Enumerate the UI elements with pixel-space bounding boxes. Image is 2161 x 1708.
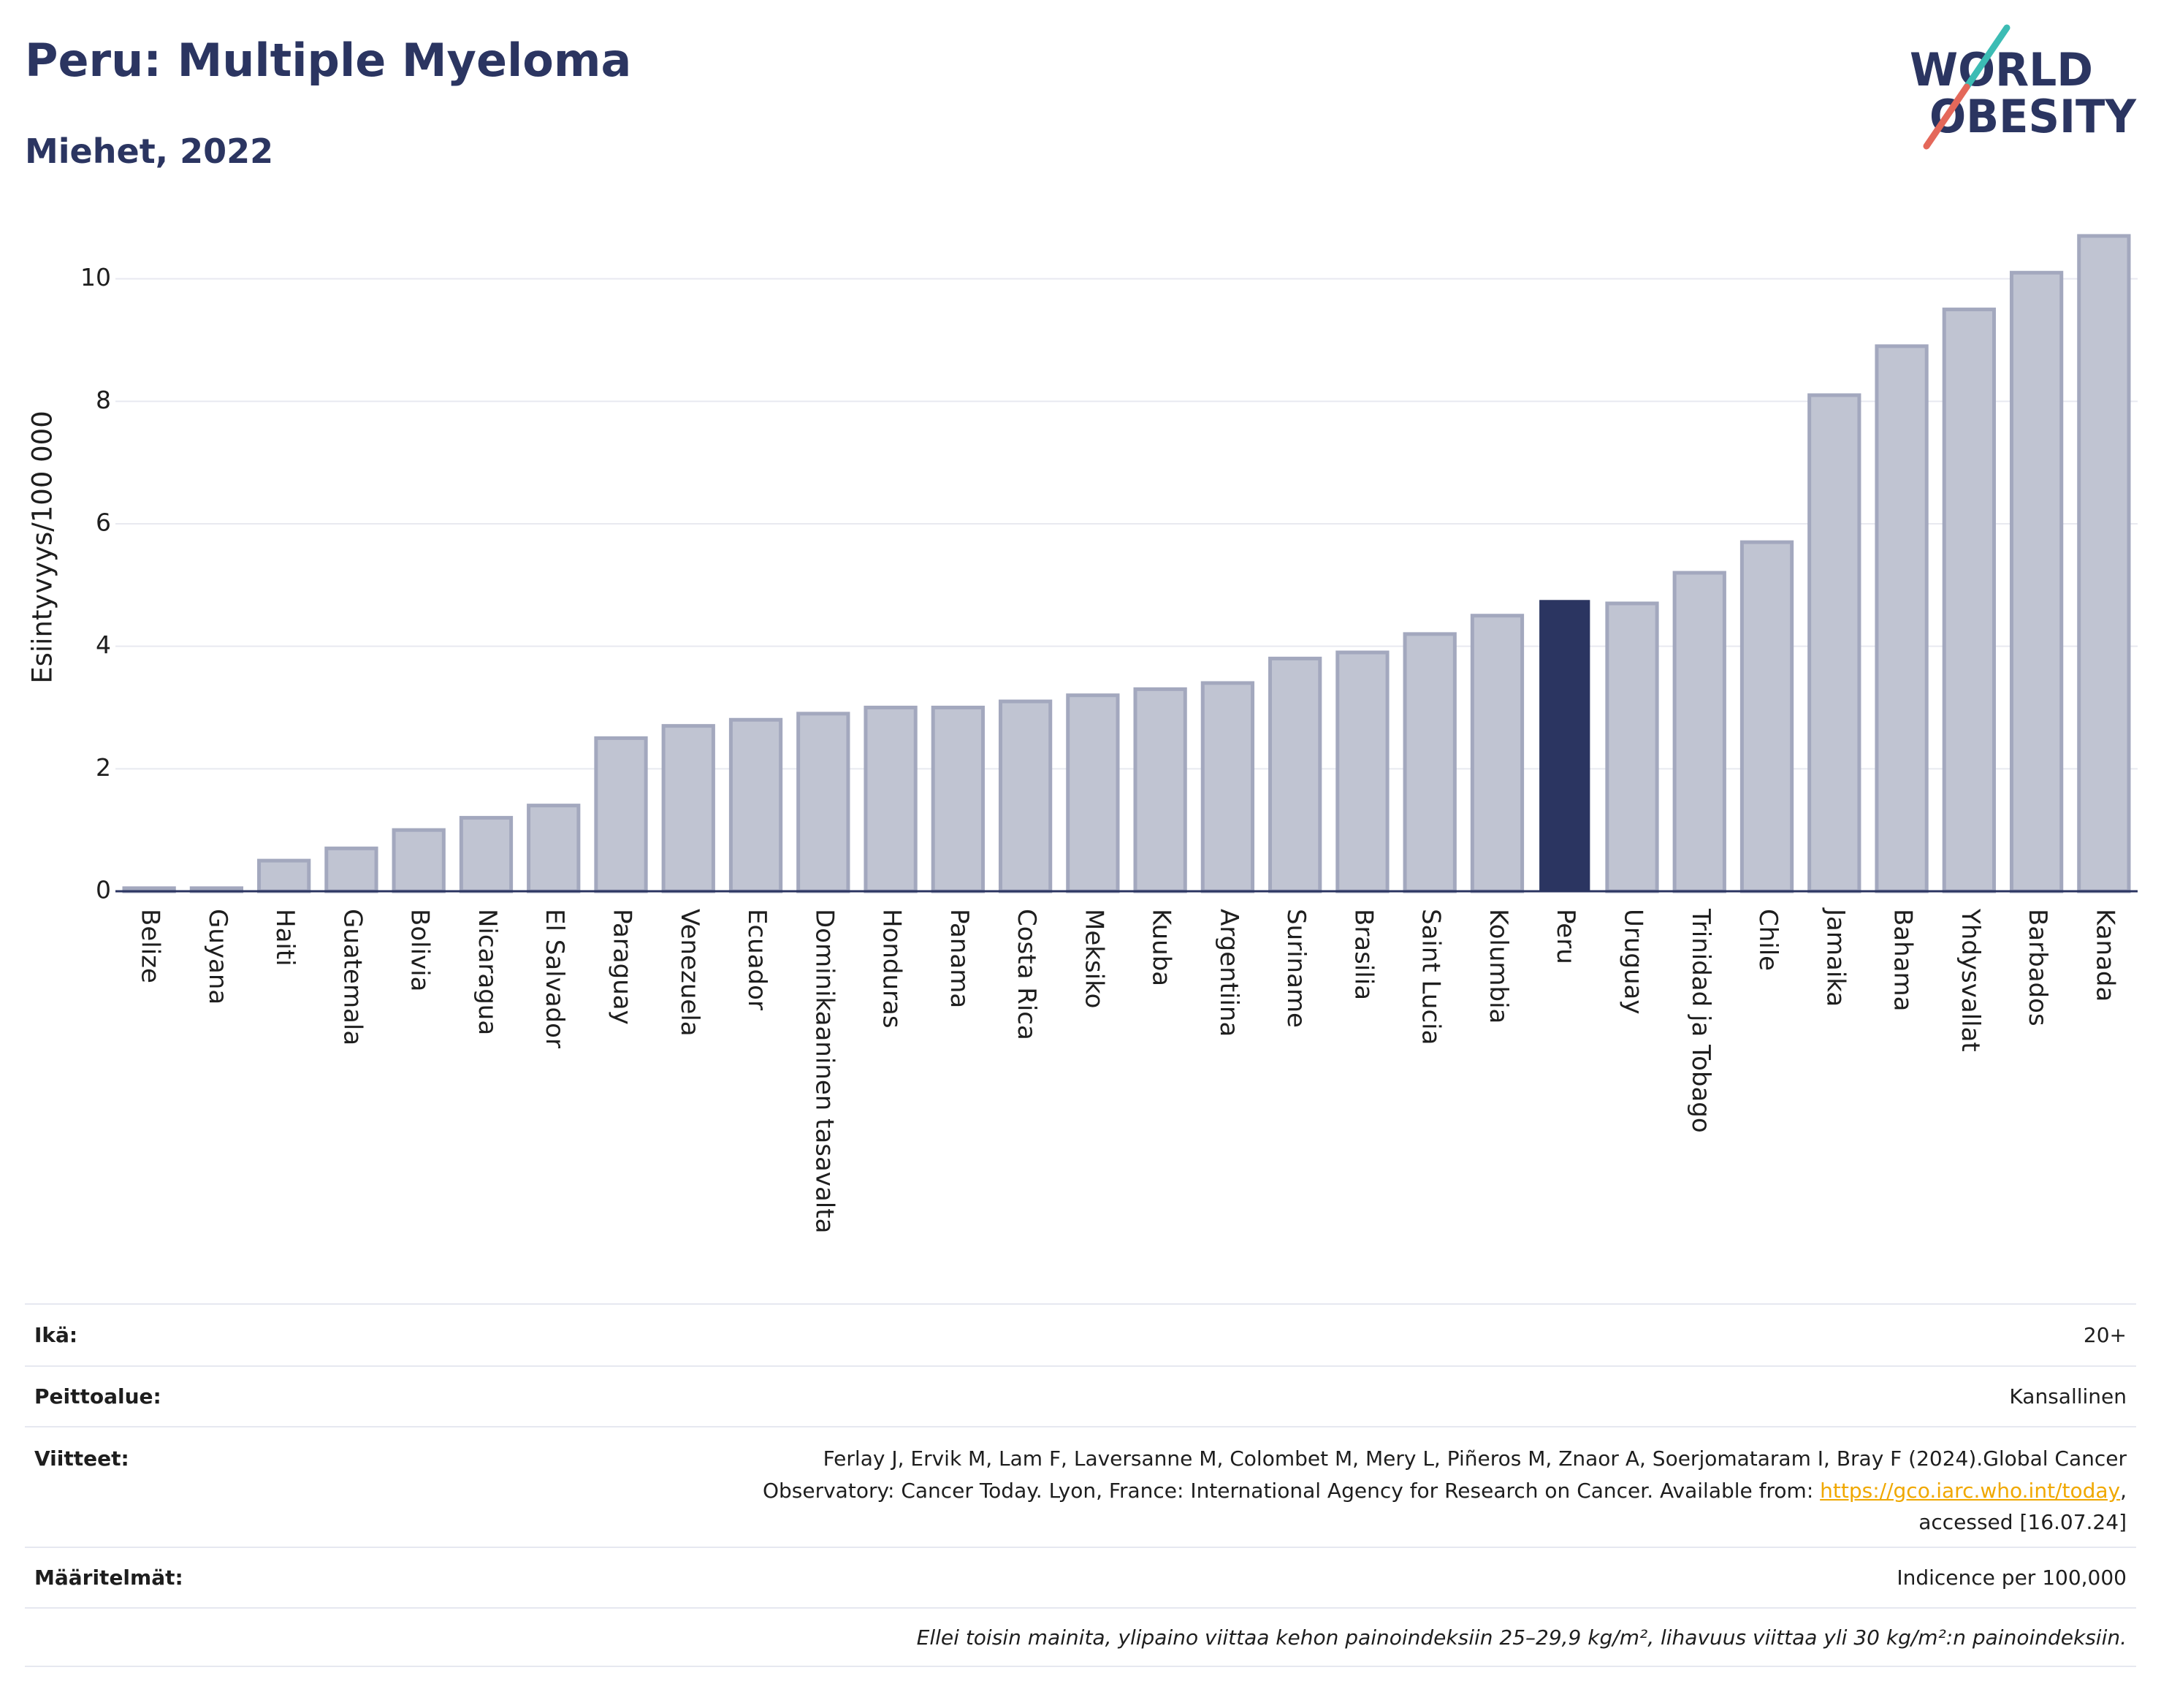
bar-kolumbia (1470, 614, 1525, 893)
x-tick-label-brasilia: Brasilia (1349, 909, 1378, 1000)
x-tick-label-kuuba: Kuuba (1147, 909, 1176, 986)
reference-line-2: Observatory: Cancer Today. Lyon, France:… (763, 1475, 2127, 1507)
x-tick-label-honduras: Honduras (877, 909, 907, 1029)
x-tick-label-venezuela: Venezuela (675, 909, 704, 1037)
info-row-age: Ikä: 20+ (25, 1303, 2136, 1365)
info-table: Ikä: 20+ Peittoalue: Kansallinen Viittee… (25, 1303, 2136, 1667)
logo-slash-icon (1963, 24, 2011, 91)
bar-yhdysvallat (1942, 308, 1996, 893)
bar-guatemala (324, 846, 378, 893)
x-tick-label-bahama: Bahama (1889, 909, 1918, 1012)
x-tick-label-kolumbia: Kolumbia (1484, 909, 1513, 1023)
x-tick-label-bolivia: Bolivia (405, 909, 435, 991)
x-tick-label-belize: Belize (136, 909, 165, 983)
x-tick-label-yhdysvallat: Yhdysvallat (1956, 908, 1985, 1052)
info-row-definitions: Määritelmät: Indicence per 100,000 (25, 1547, 2136, 1607)
axis-labels: 0 2 4 6 8 10 Belize Guyana Haiti Guatemala Bolivia… (80, 263, 2119, 1233)
x-tick-label-haiti: Haiti (270, 909, 300, 967)
y-tick-label: 6 (96, 508, 111, 536)
x-tick-label-jamaika: Jamaika (1821, 907, 1850, 1007)
bar-kuuba (1133, 687, 1187, 893)
x-tick-label-meksiko: Meksiko (1079, 909, 1108, 1008)
bar-argentiina (1200, 681, 1255, 893)
x-tick-label-paraguay: Paraguay (608, 909, 637, 1025)
gridlines (115, 278, 2138, 770)
age-label: Ikä: (34, 1323, 78, 1347)
reference-line-2-text: Observatory: Cancer Today. Lyon, France:… (762, 1478, 1821, 1503)
bars (122, 234, 2131, 893)
x-tick-label-costa-rica: Costa Rica (1012, 909, 1041, 1040)
y-axis-label: Esiintyvyys/100 000 (27, 411, 58, 684)
age-value: 20+ (2083, 1323, 2127, 1347)
page-subtitle: Miehet, 2022 (25, 131, 274, 171)
bar-meksiko (1066, 693, 1120, 893)
bar-chart: 0 2 4 6 8 10 Belize Guyana Haiti Guatemala Bolivia… (27, 234, 2138, 1233)
logo-line-1: WORLD (1910, 43, 2093, 96)
references-text: Ferlay J, Ervik M, Lam F, Laversanne M, … (763, 1443, 2127, 1539)
footnote: Ellei toisin mainita, ylipaino viittaa k… (916, 1625, 2127, 1650)
y-tick-label: 8 (96, 386, 111, 414)
y-tick-label: 10 (80, 263, 111, 291)
x-tick-label-chile: Chile (1753, 909, 1783, 971)
world-obesity-logo: WORLD OBESITY (1910, 24, 2137, 150)
x-tick-label-panama: Panama (945, 909, 974, 1008)
bar-paraguay (594, 736, 648, 893)
references-label: Viitteet: (34, 1446, 129, 1471)
x-tick-label-kanada: Kanada (2090, 909, 2119, 1002)
info-row-references: Viitteet: Ferlay J, Ervik M, Lam F, Lave… (25, 1426, 2136, 1547)
bar-brasilia (1335, 650, 1390, 893)
x-tick-label-suriname: Suriname (1281, 909, 1311, 1028)
bar-kanada (2077, 234, 2131, 893)
logo-slash-lower-icon (1923, 83, 1970, 150)
bar-bahama (1875, 344, 1929, 893)
x-tick-label-guyana: Guyana (203, 909, 232, 1004)
reference-line-3: accessed [16.07.24] (1918, 1510, 2127, 1534)
x-tick-label-el-salvador: El Salvador (540, 909, 569, 1048)
bar-peru (1539, 600, 1590, 892)
x-tick-label-argentiina: Argentiina (1214, 909, 1243, 1037)
bar-haiti (257, 858, 311, 893)
reference-line-1: Ferlay J, Ervik M, Lam F, Laversanne M, … (823, 1446, 2127, 1471)
bar-costa-rica (998, 699, 1053, 893)
info-row-coverage: Peittoalue: Kansallinen (25, 1365, 2136, 1426)
definitions-label: Määritelmät: (34, 1566, 183, 1590)
bar-el-salvador (527, 804, 581, 893)
bar-barbados (2009, 270, 2064, 893)
reference-link[interactable]: https://gco.iarc.who.int/today (1820, 1478, 2121, 1503)
logo-line-2: OBESITY (1929, 90, 2137, 143)
x-tick-label-barbados: Barbados (2023, 909, 2052, 1026)
bar-jamaika (1807, 393, 1861, 893)
x-tick-label-nicaragua: Nicaragua (473, 909, 502, 1035)
bar-trinidad-ja-tobago (1672, 571, 1726, 893)
info-row-note: Ellei toisin mainita, ylipaino viittaa k… (25, 1607, 2136, 1667)
reference-line-2-end: , (2120, 1478, 2127, 1503)
x-tick-label-ecuador: Ecuador (742, 909, 771, 1010)
bar-panama (931, 705, 985, 893)
coverage-value: Kansallinen (2009, 1384, 2127, 1408)
bar-bolivia (392, 828, 446, 893)
bar-suriname (1268, 656, 1322, 893)
x-tick-label-saint-lucia: Saint Lucia (1417, 909, 1446, 1045)
bar-dominikaaninen-tasavalta (796, 712, 850, 893)
bar-saint-lucia (1403, 632, 1457, 893)
x-tick-label-guatemala: Guatemala (338, 909, 367, 1045)
y-tick-label: 0 (96, 876, 111, 904)
definitions-value: Indicence per 100,000 (1897, 1566, 2127, 1590)
bar-honduras (864, 705, 918, 893)
x-tick-label-trinidad-ja-tobago: Trinidad ja Tobago (1686, 908, 1715, 1133)
bar-chile (1739, 540, 1794, 893)
x-tick-label-uruguay: Uruguay (1619, 909, 1648, 1015)
y-tick-label: 2 (96, 753, 111, 782)
bar-ecuador (728, 717, 783, 893)
bar-uruguay (1605, 601, 1659, 893)
x-tick-label-dominikaaninen-tasavalta: Dominikaaninen tasavalta (809, 909, 839, 1233)
page-title: Peru: Multiple Myeloma (25, 34, 632, 87)
bar-nicaragua (459, 815, 514, 893)
x-tick-label-peru: Peru (1551, 909, 1580, 964)
coverage-label: Peittoalue: (34, 1384, 161, 1408)
y-tick-label: 4 (96, 630, 111, 659)
bar-venezuela (661, 724, 715, 893)
